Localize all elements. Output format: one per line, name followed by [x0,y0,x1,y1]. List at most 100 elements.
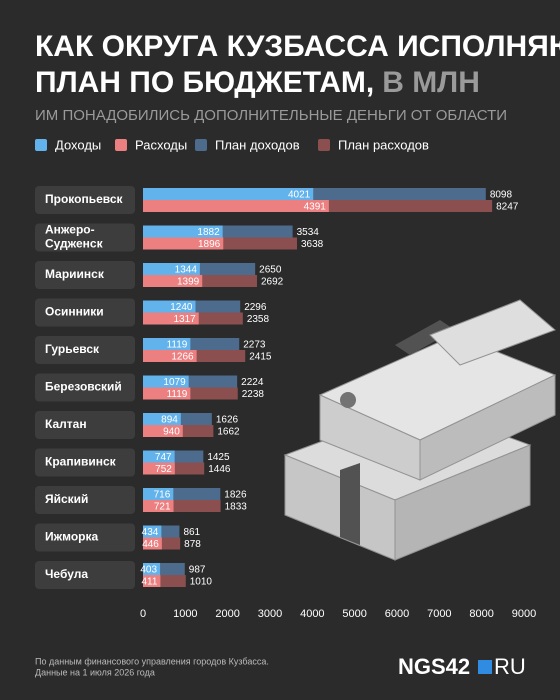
value-label: 403 [140,565,157,576]
actual-bar [143,413,181,425]
x-tick-label: 1000 [173,608,197,620]
value-label: 940 [163,427,180,438]
value-label: 716 [154,490,171,501]
logo-icon [478,660,492,674]
category-label: Крапивинск [45,455,117,469]
value-label: 1882 [197,227,220,238]
plan-value-label: 987 [189,565,206,576]
actual-bar [143,350,197,362]
category-label: Калтан [45,417,87,431]
actual-bar [143,263,200,275]
x-tick-label: 3000 [258,608,282,620]
category-label: Мариинск [45,267,105,281]
value-label: 1119 [167,389,188,400]
logo-suffix: RU [494,654,526,679]
category-label: Яйский [45,492,88,506]
title-line: ПЛАН ПО БЮДЖЕТАМ, [35,66,374,99]
plan-value-label: 3638 [301,239,324,250]
x-tick-label: 0 [140,608,146,620]
actual-bar [143,462,175,475]
plan-value-label: 1833 [225,502,248,513]
plan-value-label: 2415 [249,352,272,363]
x-tick-label: 9000 [512,608,536,620]
actual-bar [143,525,162,538]
category-label: Березовский [45,380,122,394]
actual-bar [143,537,162,550]
title-unit: В МЛН [382,66,480,99]
actual-bar [143,188,314,200]
plan-value-label: 861 [183,527,200,538]
value-label: 1079 [163,377,186,388]
plan-value-label: 1425 [207,452,230,463]
plan-value-label: 8098 [490,190,513,201]
value-label: 1399 [177,277,200,288]
source: Данные на 1 июля 2026 года [35,667,155,677]
category-pill [35,523,135,552]
legend-label: Расходы [135,137,187,152]
subtitle: ИМ ПОНАДОБИЛИСЬ ДОПОЛНИТЕЛЬНЫЕ ДЕНЬГИ ОТ… [35,107,507,124]
value-label: 747 [155,452,172,463]
x-tick-label: 8000 [469,608,493,620]
category-label: Прокопьевск [45,192,124,206]
category-pill [35,186,135,214]
category-pill [35,561,135,589]
value-label: 446 [142,539,159,550]
legend-swatch [318,139,330,151]
value-label: 1896 [198,239,221,250]
value-label: 721 [154,502,171,513]
plan-value-label: 878 [184,539,201,550]
value-label: 4021 [288,190,311,201]
actual-bar [143,237,224,250]
category-pill [35,373,135,402]
value-label: 894 [161,415,178,426]
category-label: Ижморка [45,530,99,544]
plan-value-label: 2238 [242,389,265,400]
actual-bar [143,375,189,388]
actual-bar [143,575,161,587]
legend-label: Доходы [55,137,101,152]
legend-swatch [195,139,207,151]
value-label: 1344 [175,265,198,276]
source: По данным финансового управления городов… [35,656,269,666]
category-pill [35,223,135,252]
actual-bar [143,488,174,500]
plan-value-label: 2692 [261,277,284,288]
actual-bar [143,225,223,238]
category-pill [35,336,135,364]
actual-bar [143,563,161,575]
actual-bar [143,338,191,350]
plan-value-label: 1662 [217,427,240,438]
category-pill [35,411,135,439]
category-pill [35,261,135,289]
category-pill [35,298,135,327]
actual-bar [143,200,329,212]
money-illustration [283,299,557,561]
actual-bar [143,275,203,287]
plan-value-label: 8247 [496,202,519,213]
plan-value-label: 2224 [241,377,264,388]
category-label: Гурьевск [45,342,100,356]
actual-bar [143,425,183,437]
category-label: Анжеро-Судженск [45,223,104,251]
x-tick-label: 6000 [385,608,409,620]
category-pill [35,486,135,514]
actual-bar [143,450,175,463]
plan-value-label: 1446 [208,464,231,475]
category-pill [35,448,135,477]
plan-value-label: 3534 [297,227,320,238]
category-label: Чебула [45,567,88,581]
title-line: КАК ОКРУГА КУЗБАССА ИСПОЛНЯЮТ [35,30,560,63]
plan-value-label: 2296 [244,302,267,313]
actual-bar [143,500,174,512]
actual-bar [143,387,191,400]
x-tick-label: 7000 [427,608,451,620]
plan-value-label: 2358 [247,314,270,325]
legend-swatch [115,139,127,151]
legend-label: План расходов [338,137,429,152]
logo: NGS42 [398,654,470,679]
category-label: Осинники [45,305,104,319]
value-label: 1266 [171,352,194,363]
actual-bar [143,312,199,325]
value-label: 4391 [304,202,327,213]
